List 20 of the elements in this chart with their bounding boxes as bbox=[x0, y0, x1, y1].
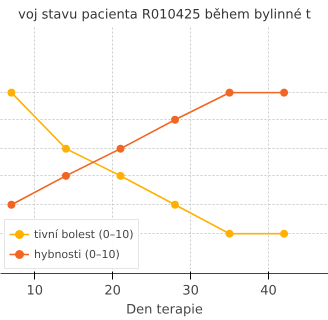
chart-title: voj stavu pacienta R010425 během bylinné t bbox=[18, 8, 311, 22]
point bbox=[7, 88, 16, 97]
x-tick-label: 20 bbox=[104, 284, 121, 298]
point bbox=[280, 230, 288, 238]
point bbox=[62, 144, 70, 153]
legend-label: hybnosti (0–10) bbox=[34, 248, 120, 260]
point bbox=[226, 88, 234, 97]
point bbox=[7, 200, 16, 209]
x-tick-label: 30 bbox=[182, 284, 199, 298]
legend-label: tivní bolest (0–10) bbox=[34, 228, 134, 240]
point bbox=[226, 230, 234, 238]
point bbox=[280, 88, 288, 97]
point bbox=[171, 116, 180, 124]
point bbox=[62, 172, 70, 180]
point bbox=[116, 172, 124, 180]
point bbox=[171, 200, 180, 209]
point bbox=[116, 144, 124, 153]
x-tick-label: 10 bbox=[26, 284, 44, 298]
x-axis-title: Den terapie bbox=[126, 302, 203, 318]
x-tick-label: 40 bbox=[260, 284, 277, 298]
